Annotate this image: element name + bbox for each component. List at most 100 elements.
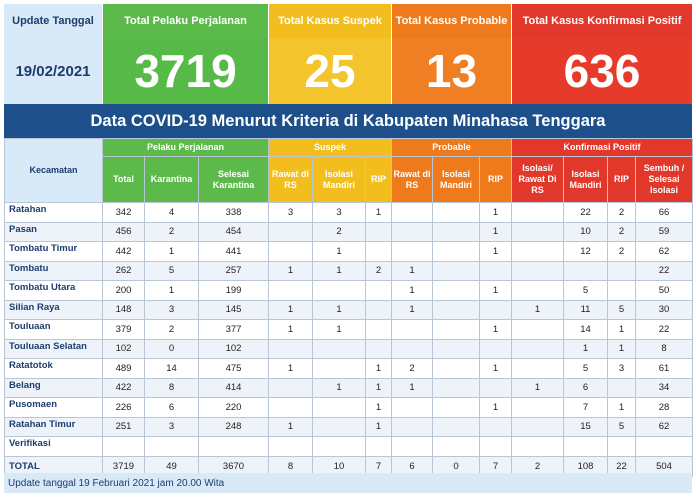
kecamatan-name: Ratahan Timur <box>4 416 103 437</box>
table-cell: 1 <box>312 299 366 320</box>
table-cell: 1 <box>312 241 366 262</box>
table-cell: 50 <box>635 280 694 301</box>
table-cell <box>432 358 481 379</box>
table-cell <box>102 436 145 457</box>
table-row: Verifikasi <box>4 436 694 457</box>
kecamatan-name: Verifikasi <box>4 436 103 457</box>
table-cell <box>432 221 481 242</box>
table-row: Tombatu Utara 200 1 199 1 1 5 50 <box>4 280 694 301</box>
table-cell: 379 <box>102 319 145 340</box>
table-cell: 10 <box>563 221 609 242</box>
table-cell: 62 <box>635 416 694 437</box>
table-cell: 226 <box>102 397 145 418</box>
table-cell <box>479 338 513 359</box>
table-row: Pasan 456 2 454 2 1 10 2 59 <box>4 221 694 242</box>
table-cell <box>268 397 313 418</box>
table-cell: 22 <box>563 202 609 223</box>
table-cell <box>432 241 481 262</box>
table-cell: 1 <box>364 416 393 437</box>
column-header: RIP <box>364 156 393 203</box>
table-cell: 8 <box>635 338 694 359</box>
kecamatan-name: Touluaan <box>4 319 103 340</box>
table-cell: 22 <box>607 455 637 477</box>
table-row: Ratatotok 489 14 475 1 1 2 1 5 3 61 <box>4 358 694 379</box>
table-cell <box>268 280 313 301</box>
table-cell: 5 <box>607 299 637 320</box>
table-row: Touluaan Selatan 102 0 102 1 1 8 <box>4 338 694 359</box>
table-cell: 1 <box>607 319 637 340</box>
table-cell <box>268 241 313 262</box>
table-cell <box>312 436 366 457</box>
table-cell: 2 <box>312 221 366 242</box>
table-cell: 22 <box>635 260 694 281</box>
table-cell: 1 <box>511 299 565 320</box>
table-cell: 11 <box>563 299 609 320</box>
group-header-probable: Probable <box>391 138 513 157</box>
table-cell: 1 <box>391 280 434 301</box>
table-cell: 1 <box>312 319 366 340</box>
table-cell: 62 <box>635 241 694 262</box>
kecamatan-name: Ratahan <box>4 202 103 223</box>
table-cell: 2 <box>511 455 565 477</box>
table-cell: 148 <box>102 299 145 320</box>
table-cell: 1 <box>364 397 393 418</box>
table-cell: 1 <box>479 202 513 223</box>
table-row: Pusomaen 226 6 220 1 1 7 1 28 <box>4 397 694 418</box>
kecamatan-name: Pasan <box>4 221 103 242</box>
kecamatan-name: Tombatu Timur <box>4 241 103 262</box>
table-cell: 34 <box>635 377 694 398</box>
column-header: Isolasi/ Rawat Di RS <box>511 156 565 203</box>
table-cell: 377 <box>198 319 269 340</box>
table-cell: 66 <box>635 202 694 223</box>
table-cell <box>391 416 434 437</box>
table-cell <box>312 358 366 379</box>
table-cell: 1 <box>268 260 313 281</box>
table-cell: 414 <box>198 377 269 398</box>
table-cell <box>432 319 481 340</box>
table-cell: 441 <box>198 241 269 262</box>
table-cell <box>511 338 565 359</box>
table-cell <box>144 436 199 457</box>
table-cell: 5 <box>563 280 609 301</box>
table-cell <box>364 299 393 320</box>
covid-infographic: Update Tanggal 19/02/2021 Total Pelaku P… <box>4 4 694 496</box>
page-title: Data COVID-19 Menurut Kriteria di Kabupa… <box>4 104 692 138</box>
table-cell: 1 <box>479 358 513 379</box>
table-cell: 2 <box>607 221 637 242</box>
table-cell <box>432 338 481 359</box>
table-cell <box>607 260 637 281</box>
table-cell: 257 <box>198 260 269 281</box>
table-cell: 1 <box>364 358 393 379</box>
table-cell: 61 <box>635 358 694 379</box>
table-cell: 3719 <box>102 455 145 477</box>
kecamatan-name: Ratatotok <box>4 358 103 379</box>
table-cell <box>432 202 481 223</box>
table-cell <box>479 436 513 457</box>
table-cell: 1 <box>144 280 199 301</box>
update-date-label: Update Tanggal <box>12 15 94 27</box>
table-cell <box>432 299 481 320</box>
table-cell: 59 <box>635 221 694 242</box>
update-date-value: 19/02/2021 <box>15 62 91 80</box>
table-cell: 1 <box>268 416 313 437</box>
group-header-konfirmasi-positif: Konfirmasi Positif <box>511 138 694 157</box>
table-cell <box>432 280 481 301</box>
table-cell <box>364 221 393 242</box>
table-cell: 3 <box>268 202 313 223</box>
table-cell: 28 <box>635 397 694 418</box>
kecamatan-table: Kecamatan Pelaku Perjalanan Suspek Proba… <box>4 138 694 477</box>
table-cell <box>511 358 565 379</box>
table-cell: 1 <box>268 319 313 340</box>
table-cell: 1 <box>479 280 513 301</box>
table-cell: 1 <box>607 338 637 359</box>
table-cell: 3 <box>607 358 637 379</box>
table-cell <box>268 377 313 398</box>
table-cell <box>511 241 565 262</box>
table-cell: 108 <box>563 455 609 477</box>
table-cell <box>511 436 565 457</box>
table-cell: 15 <box>563 416 609 437</box>
table-cell <box>511 280 565 301</box>
table-cell <box>391 319 434 340</box>
table-cell <box>364 280 393 301</box>
table-cell: 3 <box>312 202 366 223</box>
